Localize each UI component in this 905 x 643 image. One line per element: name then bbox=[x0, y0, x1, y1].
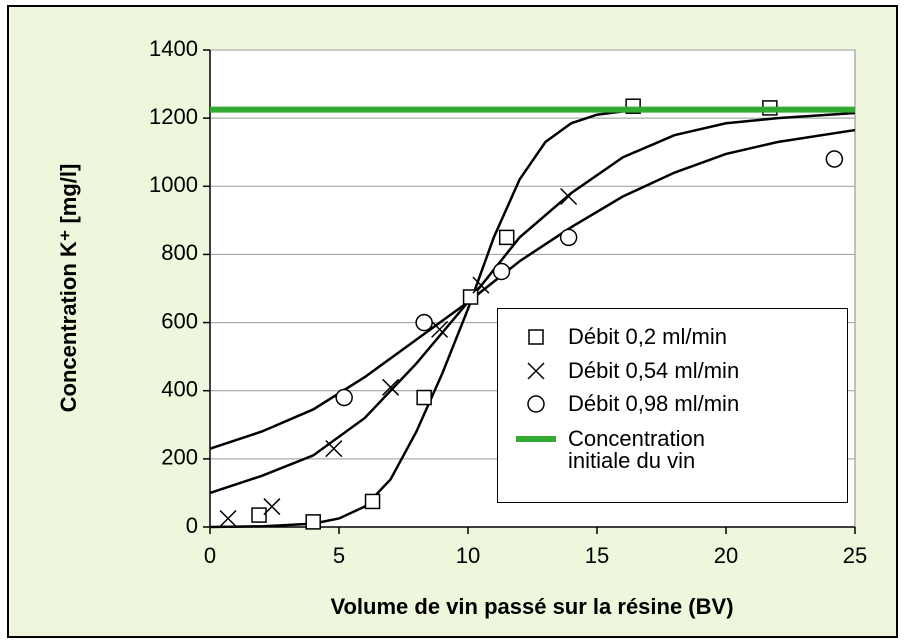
legend: Débit 0,2 ml/min Débit 0,54 ml/min Débit 0… bbox=[497, 308, 848, 503]
square-marker bbox=[528, 329, 544, 345]
legend-label: Concentration initiale du vin bbox=[568, 426, 705, 473]
square-marker bbox=[498, 229, 515, 246]
x-tick-label: 25 bbox=[843, 543, 867, 568]
legend-symbol bbox=[528, 329, 544, 345]
cross-marker bbox=[560, 187, 578, 206]
y-tick-label: 400 bbox=[161, 377, 198, 402]
fit-curve bbox=[209, 111, 856, 495]
cross-marker bbox=[431, 320, 449, 338]
square-marker bbox=[364, 493, 381, 510]
circle-marker bbox=[492, 262, 511, 281]
y-tick-label: 200 bbox=[161, 445, 198, 470]
circle-marker bbox=[335, 388, 353, 407]
cross-marker bbox=[472, 276, 490, 294]
y-tick-label: 800 bbox=[161, 240, 198, 265]
square-marker bbox=[462, 289, 479, 305]
x-tick-label: 5 bbox=[333, 543, 345, 568]
y-axis-title: Concentration K⁺ [mg/l] bbox=[56, 164, 81, 413]
circle-marker bbox=[527, 395, 545, 413]
legend-label: Débit 0,54 ml/min bbox=[568, 358, 740, 383]
cross-marker bbox=[527, 362, 545, 380]
y-tick-label: 1200 bbox=[149, 104, 198, 129]
x-axis-title: Volume de vin passé sur la résine (BV) bbox=[330, 594, 733, 619]
circle-marker bbox=[415, 313, 433, 332]
x-tick-label: 10 bbox=[456, 543, 480, 568]
square-marker bbox=[251, 507, 267, 523]
x-tick-label: 20 bbox=[714, 543, 738, 568]
y-tick-label: 1400 bbox=[149, 36, 198, 61]
circle-marker bbox=[825, 150, 844, 168]
x-tick-label: 15 bbox=[585, 543, 609, 568]
x-tick-label: 0 bbox=[204, 543, 216, 568]
cross-marker bbox=[382, 378, 400, 396]
square-marker bbox=[305, 514, 321, 530]
cross-marker bbox=[263, 498, 281, 516]
circle-marker bbox=[559, 228, 578, 247]
square-marker bbox=[416, 389, 432, 406]
y-tick-label: 1000 bbox=[149, 172, 198, 197]
legend-symbol bbox=[516, 436, 556, 442]
cross-marker bbox=[219, 509, 237, 528]
legend-symbol bbox=[527, 362, 545, 380]
legend-label: Débit 0,2 ml/min bbox=[568, 324, 727, 349]
legend-symbol bbox=[527, 395, 545, 413]
y-tick-label: 0 bbox=[186, 513, 198, 538]
legend-label: Débit 0,98 ml/min bbox=[568, 391, 740, 416]
fit-curve bbox=[209, 108, 855, 529]
y-tick-label: 600 bbox=[161, 308, 198, 333]
fit-curve bbox=[209, 128, 856, 450]
cross-marker bbox=[325, 440, 343, 458]
